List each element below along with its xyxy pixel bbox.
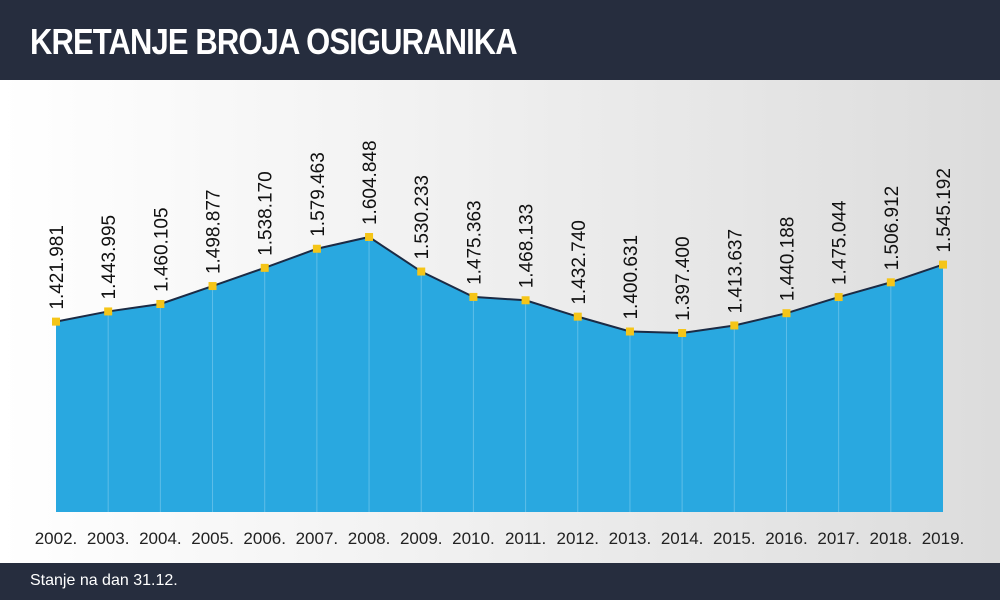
x-tick-label: 2008.: [348, 529, 391, 548]
x-tick-label: 2014.: [661, 529, 704, 548]
x-tick-label: 2017.: [817, 529, 860, 548]
x-tick-label: 2018.: [870, 529, 913, 548]
data-label: 1.443.995: [99, 215, 120, 300]
separator-layer: [107, 241, 892, 512]
chart-area: 1.421.981 1.443.995 1.460.105 1.498.877 1.53…: [35, 140, 965, 548]
data-label: 1.475.044: [830, 200, 851, 285]
area-fill: [56, 237, 943, 512]
footer-bar: Stanje na dan 31.12.: [0, 563, 1000, 600]
data-point-marker: [365, 233, 374, 241]
x-tick-label: 2002.: [35, 529, 78, 548]
area-layer: [56, 237, 943, 512]
marker-layer: [52, 233, 947, 337]
data-point-marker: [678, 329, 687, 337]
x-tick-label: 2009.: [400, 529, 443, 548]
footnote: Stanje na dan 31.12.: [30, 572, 178, 589]
data-point-marker: [104, 307, 113, 316]
data-label: 1.579.463: [308, 152, 329, 237]
data-point-marker: [834, 293, 843, 302]
data-point-marker: [312, 244, 321, 253]
data-point-marker: [782, 309, 791, 318]
line-layer: [55, 235, 944, 335]
x-tick-label: 2016.: [765, 529, 808, 548]
data-label: 1.506.912: [882, 186, 903, 271]
data-point-marker: [52, 317, 60, 326]
data-label: 1.421.981: [47, 225, 68, 310]
data-point-marker: [886, 278, 895, 287]
x-tick-label: 2006.: [243, 529, 286, 548]
data-label: 1.460.105: [151, 207, 172, 292]
data-label: 1.440.188: [777, 217, 798, 302]
data-point-marker: [625, 327, 634, 336]
data-label: 1.545.192: [934, 168, 955, 253]
data-point-marker: [939, 260, 947, 269]
x-tick-label: 2012.: [556, 529, 599, 548]
data-label: 1.468.133: [517, 204, 538, 289]
x-tick-label: 2019.: [922, 529, 965, 548]
header-bar: KRETANJE BROJA OSIGURANIKA: [0, 0, 1000, 80]
data-label: 1.475.363: [464, 200, 485, 285]
data-point-marker: [521, 296, 530, 305]
x-axis-labels: 2002. 2003. 2004. 2005. 2006. 2007. 2008. 2009.…: [35, 529, 965, 548]
data-point-marker: [469, 292, 478, 301]
value-label-layer: 1.421.981 1.443.995 1.460.105 1.498.877 1.53…: [47, 140, 955, 321]
data-point-marker: [417, 267, 426, 276]
x-tick-label: 2011.: [505, 529, 546, 548]
x-tick-label: 2005.: [191, 529, 234, 548]
data-label: 1.400.631: [621, 235, 642, 320]
x-tick-label: 2015.: [713, 529, 756, 548]
data-point-marker: [156, 299, 165, 308]
x-tick-label: 2013.: [609, 529, 652, 548]
data-label: 1.604.848: [360, 140, 381, 225]
x-tick-label: 2010.: [452, 529, 495, 548]
data-point-marker: [208, 282, 217, 291]
data-label: 1.413.637: [725, 229, 746, 314]
x-tick-label: 2003.: [87, 529, 130, 548]
x-tick-label: 2007.: [296, 529, 339, 548]
data-label: 1.530.233: [412, 175, 433, 260]
data-label: 1.432.740: [569, 220, 590, 305]
data-point-marker: [730, 321, 739, 330]
chart-title: KRETANJE BROJA OSIGURANIKA: [30, 21, 518, 62]
data-point-marker: [573, 312, 582, 321]
data-label: 1.498.877: [204, 190, 225, 275]
data-label: 1.397.400: [673, 236, 694, 321]
series-line: [55, 235, 944, 335]
x-tick-label: 2004.: [139, 529, 182, 548]
data-point-marker: [260, 263, 269, 272]
data-label: 1.538.170: [256, 171, 277, 256]
